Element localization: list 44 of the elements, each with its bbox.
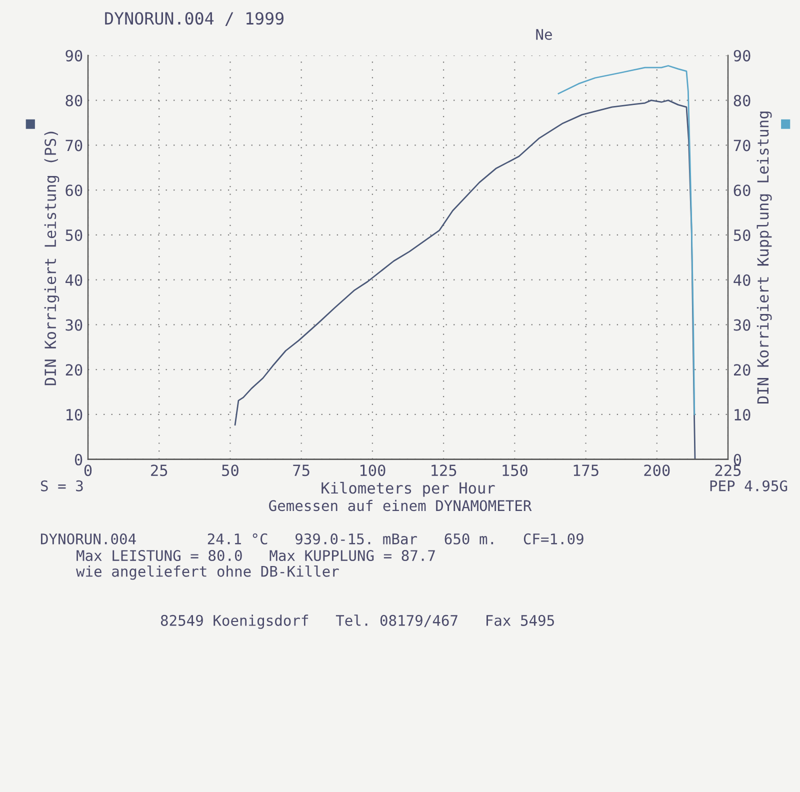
y2-tick-label: 80 (734, 94, 750, 106)
line-series (234, 100, 696, 460)
y-tick-label: 30 (66, 319, 82, 331)
y2-tick-label: 50 (734, 229, 750, 242)
text: 82549 Koenigsdorf Tel. 08179/467 Fax 5495 (160, 614, 554, 629)
text: PEP 4.95G (710, 480, 788, 492)
x-tick-label: 25 (151, 464, 168, 476)
line-series (558, 65, 696, 416)
x-tick-label: 125 (432, 464, 456, 476)
x-tick-label: 0 (84, 464, 92, 476)
y2-axis-title: DIN Korrigiert Kupplung Leistung (756, 112, 772, 404)
x-tick-label: 150 (502, 464, 528, 476)
y2-tick-label: 30 (734, 319, 750, 331)
x-tick-label: 100 (360, 464, 386, 476)
y-tick-label: 10 (66, 408, 82, 421)
text: Gemessen auf einem DYNAMOMETER (269, 500, 532, 512)
y2-tick-label: 10 (734, 408, 750, 421)
y2-tick-label: 60 (734, 184, 750, 196)
x-tick-label: 50 (222, 464, 238, 476)
x-axis-title: Kilometers per Hour (322, 482, 495, 497)
text: S = 3 (40, 480, 83, 492)
y-tick-label: 50 (66, 229, 82, 242)
text: Ne (536, 29, 552, 40)
text: DYNORUN.004 24.1 °C 939.0-15. mBar 650 m. CF=1.09 (40, 533, 584, 544)
y2-tick-label: 0 (734, 454, 742, 466)
x-tick-label: 225 (715, 464, 741, 476)
text: Max LEISTUNG = 80.0 Max KUPPLUNG = 87.7 (76, 550, 435, 562)
y-tick-label: 40 (66, 274, 82, 286)
y2-tick-label: 70 (734, 140, 750, 152)
text: wie angeliefert ohne DB-Killer (76, 565, 339, 580)
y2-tick-label: 20 (734, 364, 750, 376)
y-tick-label: 0 (74, 454, 82, 466)
y-tick-label: 60 (66, 184, 82, 196)
y-tick-label: 20 (66, 364, 82, 376)
y-tick-label: 70 (66, 140, 82, 152)
y-tick-label: 90 (66, 50, 82, 62)
y2-tick-label: 90 (734, 50, 750, 62)
y2-tick-label: 40 (734, 274, 750, 286)
x-tick-label: 175 (574, 464, 598, 476)
x-tick-label: 75 (293, 464, 310, 476)
x-tick-label: 200 (644, 464, 670, 476)
chart-title: DYNORUN.004 / 1999 (105, 12, 284, 26)
y-axis-title: DIN Korrigiert Leistung (PS) (44, 132, 60, 386)
y-tick-label: 80 (66, 94, 82, 106)
